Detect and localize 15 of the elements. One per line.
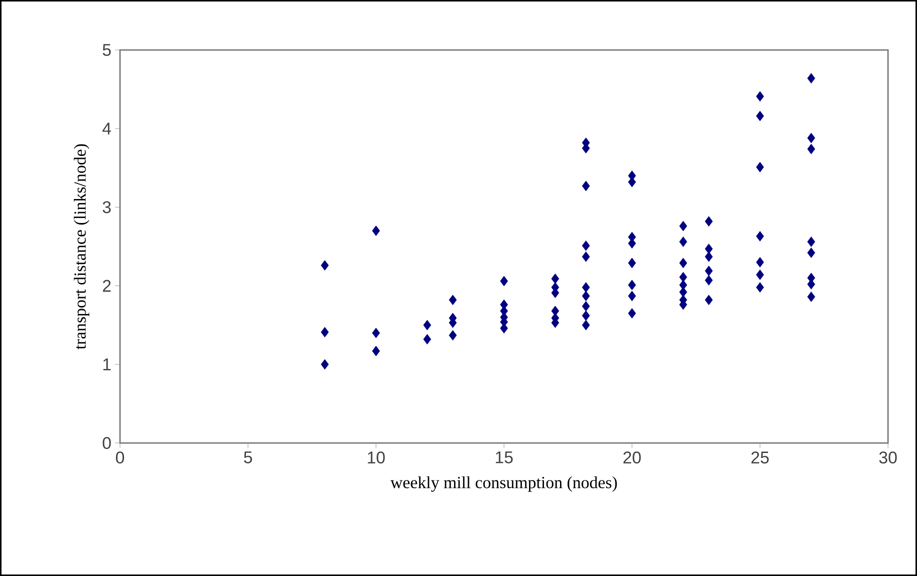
y-tick-label: 0 <box>102 436 111 449</box>
y-tick-label: 4 <box>102 122 111 134</box>
x-tick-label: 0 <box>116 452 124 464</box>
x-tick-label: 30 <box>879 452 897 464</box>
x-tick-label: 15 <box>496 452 513 464</box>
y-tick-label: 3 <box>102 201 111 214</box>
x-tick-label: 5 <box>244 452 252 464</box>
y-axis-title: transport distance (links/node) <box>74 144 90 350</box>
x-tick-label: 10 <box>368 452 385 464</box>
y-tick-label: 5 <box>102 44 111 56</box>
y-tick-label: 1 <box>103 358 111 370</box>
y-tick-label: 2 <box>102 280 111 292</box>
x-tick-label: 20 <box>623 452 641 464</box>
x-axis-title: weekly mill consumption (nodes) <box>390 476 617 492</box>
x-tick-label: 25 <box>751 452 769 464</box>
